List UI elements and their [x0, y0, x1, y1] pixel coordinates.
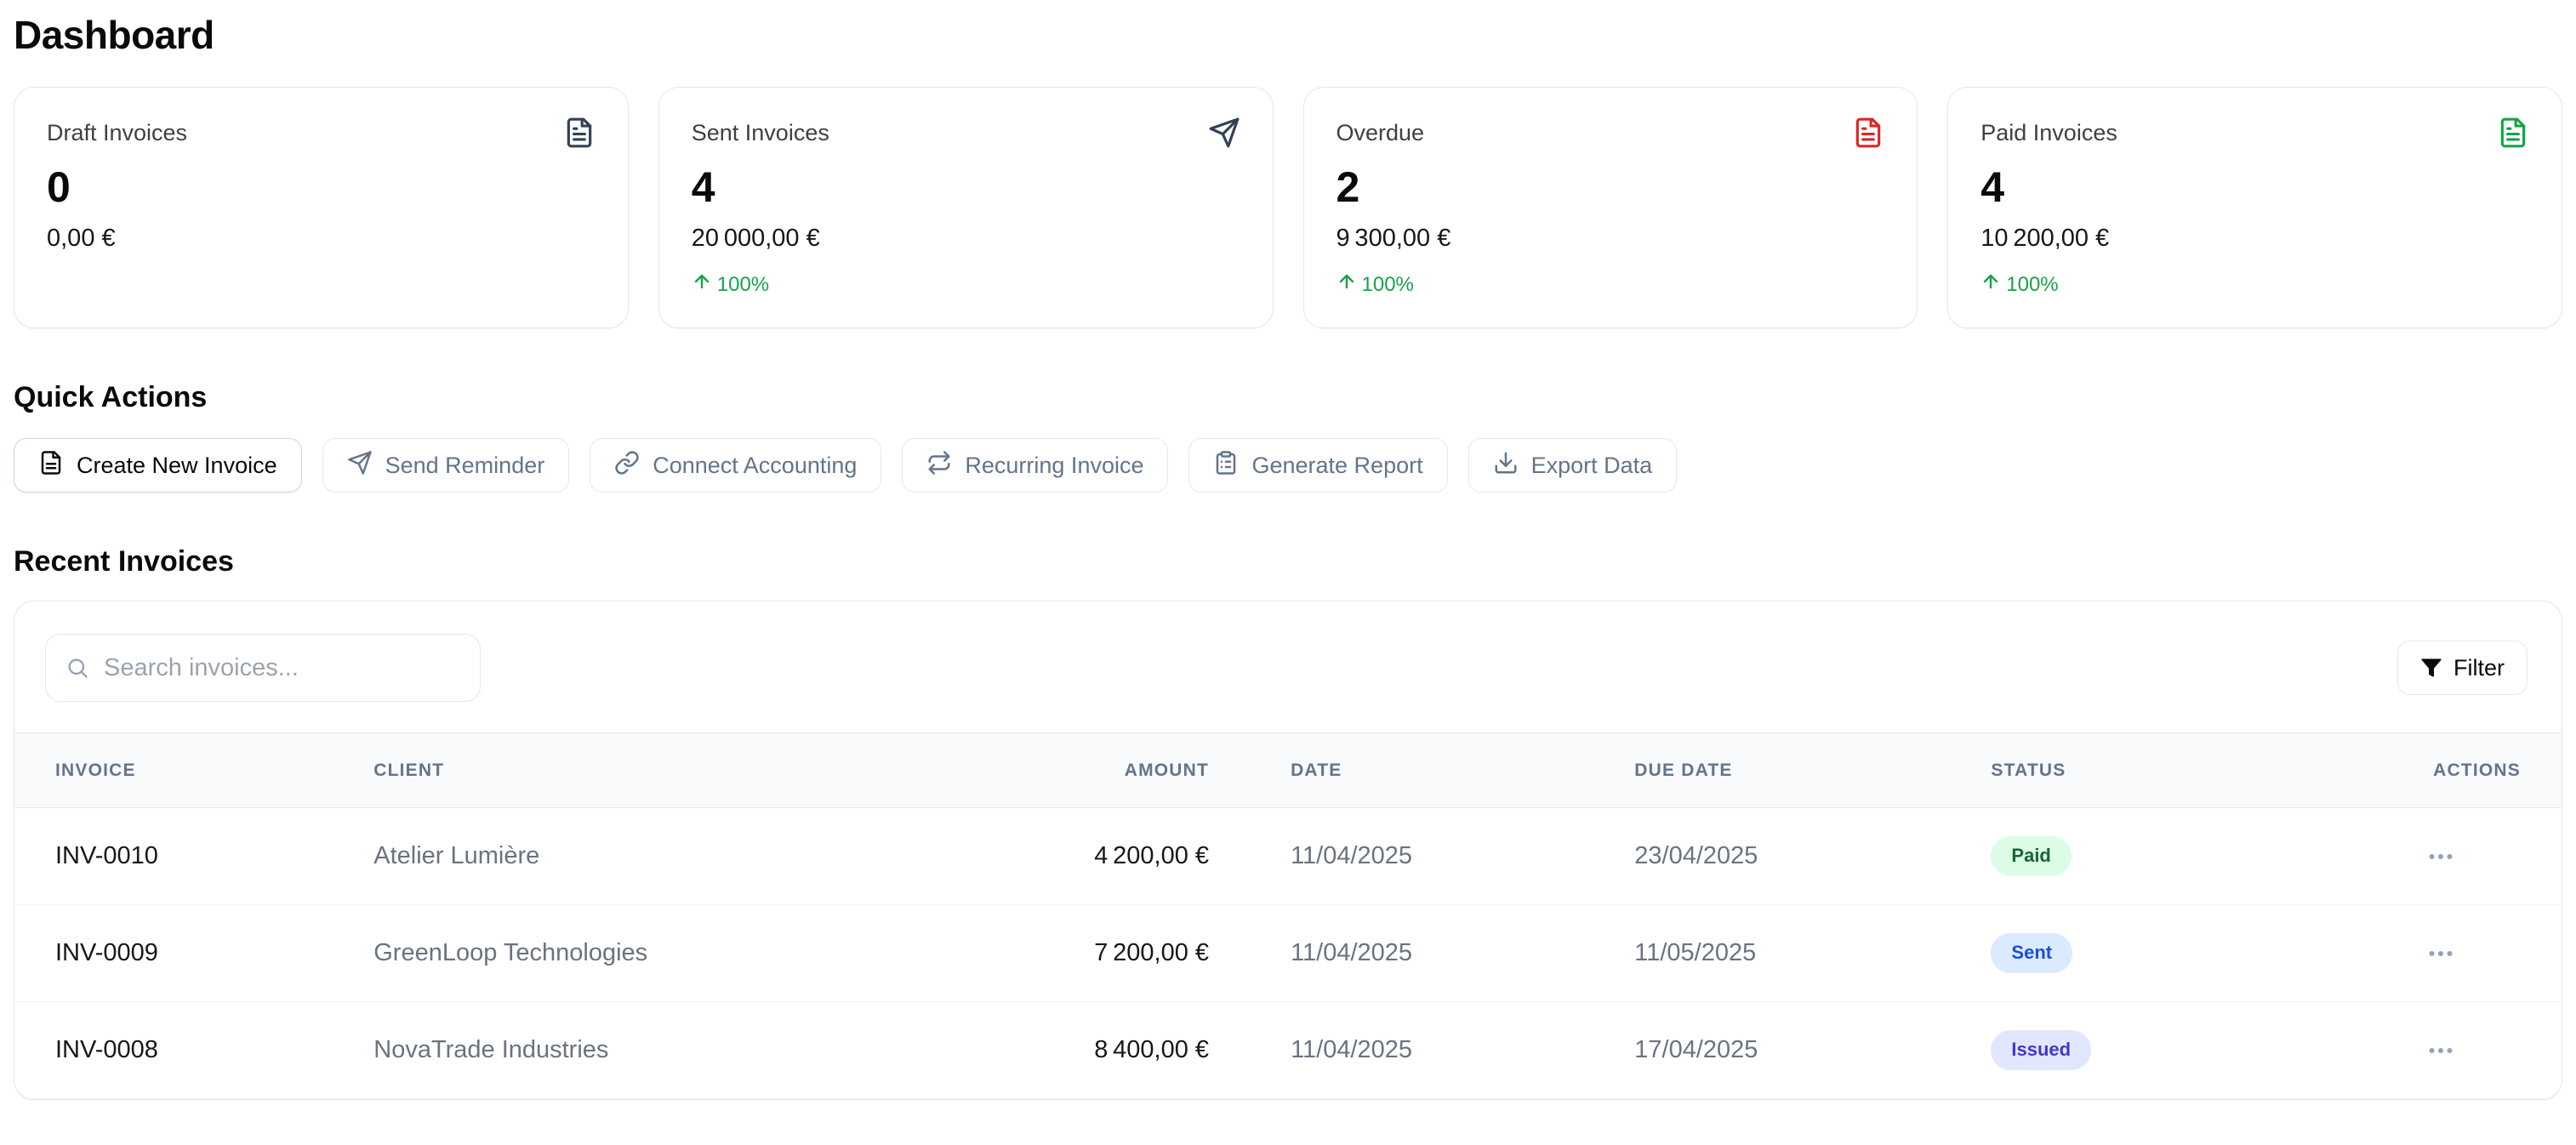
stat-amount: 20 000,00 €: [691, 225, 820, 252]
row-actions-button[interactable]: [2415, 1025, 2466, 1076]
stat-count: 4: [1980, 163, 2005, 211]
status-badge: Paid: [1991, 836, 2072, 876]
funnel-icon: [2421, 658, 2442, 677]
table-row: INV-0009 GreenLoop Technologies 7 200,00…: [14, 904, 2562, 1002]
status-badge: Issued: [1991, 1030, 2092, 1070]
column-header-due-date: Due Date: [1593, 732, 1951, 808]
generate-report-button[interactable]: Generate Report: [1188, 438, 1448, 493]
invoice-due-date: 11/05/2025: [1593, 904, 1951, 1002]
column-header-date: Date: [1250, 732, 1594, 808]
client-name: Atelier Lumière: [333, 807, 957, 905]
ellipsis-icon: [2429, 1047, 2453, 1053]
quick-actions-row: Create New Invoice Send Reminder Connect…: [14, 438, 2562, 493]
invoice-amount: 4 200,00 €: [956, 807, 1251, 905]
arrow-up-icon: [692, 271, 712, 298]
button-label: Generate Report: [1251, 452, 1423, 478]
link-icon: [614, 450, 640, 481]
filter-label: Filter: [2453, 654, 2505, 681]
row-actions-button[interactable]: [2415, 831, 2466, 882]
arrow-up-icon: [1980, 271, 2001, 298]
page-title: Dashboard: [14, 13, 214, 57]
invoice-amount: 8 400,00 €: [956, 1001, 1251, 1099]
dashboard-page: Dashboard Draft Invoices 0 0,00 € Sent I…: [14, 13, 2562, 1100]
invoice-date: 11/04/2025: [1250, 807, 1594, 905]
recent-invoices-panel: Filter Invoice Client Amount Date Due Da…: [14, 601, 2562, 1100]
stat-count: 4: [691, 163, 715, 211]
stat-card-sent-invoices: Sent Invoices 4 20 000,00 € 100%: [658, 87, 1274, 328]
stat-trend-value: 100%: [1361, 272, 1414, 296]
table-header-row: Invoice Client Amount Date Due Date Stat…: [14, 732, 2562, 808]
quick-actions-heading: Quick Actions: [14, 381, 208, 413]
ellipsis-icon: [2429, 950, 2453, 956]
button-label: Recurring Invoice: [965, 452, 1144, 478]
stat-trend-value: 100%: [2006, 272, 2059, 296]
file-alert-icon: [1852, 117, 1884, 149]
invoice-number: INV-0009: [14, 904, 333, 1002]
stat-trend: 100%: [1336, 271, 1885, 298]
arrow-up-icon: [1336, 271, 1357, 298]
button-label: Create New Invoice: [77, 452, 277, 478]
file-text-icon: [563, 117, 596, 149]
stat-label: Draft Invoices: [47, 119, 188, 145]
create-new-invoice-button[interactable]: Create New Invoice: [14, 438, 302, 493]
stat-amount: 9 300,00 €: [1336, 225, 1451, 252]
stat-trend: 100%: [692, 271, 1240, 298]
send-icon: [347, 450, 373, 481]
repeat-icon: [926, 450, 952, 481]
stat-amount: 0,00 €: [47, 225, 116, 252]
invoice-number: INV-0010: [14, 807, 333, 905]
file-text-icon: [38, 450, 64, 481]
invoice-number: INV-0008: [14, 1001, 333, 1099]
client-name: GreenLoop Technologies: [333, 904, 957, 1002]
stat-count: 2: [1336, 163, 1360, 211]
search-icon: [68, 658, 88, 678]
invoice-due-date: 17/04/2025: [1593, 1001, 1951, 1099]
ellipsis-icon: [2429, 853, 2453, 859]
button-label: Send Reminder: [385, 452, 545, 478]
stat-count: 0: [47, 163, 71, 211]
stat-card-draft-invoices: Draft Invoices 0 0,00 €: [14, 87, 629, 328]
recurring-invoice-button[interactable]: Recurring Invoice: [902, 438, 1169, 493]
column-header-status: Status: [1950, 732, 2320, 808]
invoice-date: 11/04/2025: [1250, 1001, 1594, 1099]
connect-accounting-button[interactable]: Connect Accounting: [590, 438, 882, 493]
client-name: NovaTrade Industries: [333, 1001, 957, 1099]
send-icon: [1208, 117, 1240, 149]
stat-label: Paid Invoices: [1980, 119, 2117, 145]
file-check-icon: [2497, 117, 2529, 149]
recent-invoices-heading: Recent Invoices: [14, 545, 234, 578]
table-row: INV-0010 Atelier Lumière 4 200,00 € 11/0…: [14, 807, 2562, 905]
column-header-amount: Amount: [956, 732, 1251, 808]
column-header-actions: Actions: [2319, 732, 2562, 808]
button-label: Connect Accounting: [653, 452, 858, 478]
stat-trend-value: 100%: [716, 272, 770, 296]
download-icon: [1493, 450, 1519, 481]
table-row: INV-0008 NovaTrade Industries 8 400,00 €…: [14, 1001, 2562, 1099]
row-actions-button[interactable]: [2415, 928, 2466, 979]
invoices-toolbar: Filter: [14, 601, 2562, 732]
search-invoices-input[interactable]: [45, 634, 481, 702]
status-badge: Sent: [1991, 933, 2073, 973]
send-reminder-button[interactable]: Send Reminder: [322, 438, 570, 493]
column-header-invoice: Invoice: [14, 732, 333, 808]
button-label: Export Data: [1530, 452, 1653, 478]
stat-amount: 10 200,00 €: [1980, 225, 2110, 252]
stat-card-overdue: Overdue 2 9 300,00 € 100%: [1302, 87, 1918, 328]
stat-label: Sent Invoices: [691, 119, 829, 145]
search-wrap: [45, 634, 481, 702]
report-icon: [1213, 450, 1239, 481]
stats-grid: Draft Invoices 0 0,00 € Sent Invoices 4 …: [14, 87, 2562, 328]
invoice-due-date: 23/04/2025: [1593, 807, 1951, 905]
stat-trend: 100%: [1980, 271, 2529, 298]
stat-label: Overdue: [1336, 119, 1425, 145]
export-data-button[interactable]: Export Data: [1468, 438, 1678, 493]
stat-card-paid-invoices: Paid Invoices 4 10 200,00 € 100%: [1947, 87, 2562, 328]
column-header-client: Client: [333, 732, 957, 808]
filter-button[interactable]: Filter: [2397, 641, 2528, 695]
invoice-date: 11/04/2025: [1250, 904, 1594, 1002]
invoice-amount: 7 200,00 €: [956, 904, 1251, 1002]
invoices-table: Invoice Client Amount Date Due Date Stat…: [14, 732, 2562, 1099]
